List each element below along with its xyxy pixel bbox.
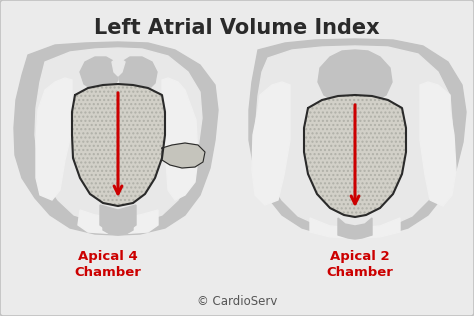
Polygon shape [112, 57, 125, 76]
Polygon shape [36, 78, 72, 200]
Polygon shape [249, 39, 466, 237]
Polygon shape [304, 95, 406, 217]
Polygon shape [256, 46, 452, 230]
Polygon shape [162, 78, 198, 200]
Polygon shape [72, 84, 165, 206]
Polygon shape [310, 218, 400, 238]
Polygon shape [14, 42, 218, 235]
Polygon shape [162, 143, 205, 168]
Polygon shape [103, 210, 133, 235]
Polygon shape [80, 57, 118, 92]
Text: Left Atrial Volume Index: Left Atrial Volume Index [94, 18, 380, 38]
Polygon shape [118, 57, 157, 93]
Text: Apical 4
Chamber: Apical 4 Chamber [74, 250, 141, 279]
Polygon shape [100, 205, 136, 233]
Polygon shape [78, 210, 158, 234]
Polygon shape [420, 82, 456, 206]
Polygon shape [318, 50, 392, 106]
Polygon shape [35, 48, 202, 224]
Text: © CardioServ: © CardioServ [197, 295, 277, 308]
Text: Apical 2
Chamber: Apical 2 Chamber [327, 250, 393, 279]
Polygon shape [338, 218, 372, 239]
Polygon shape [252, 82, 290, 205]
